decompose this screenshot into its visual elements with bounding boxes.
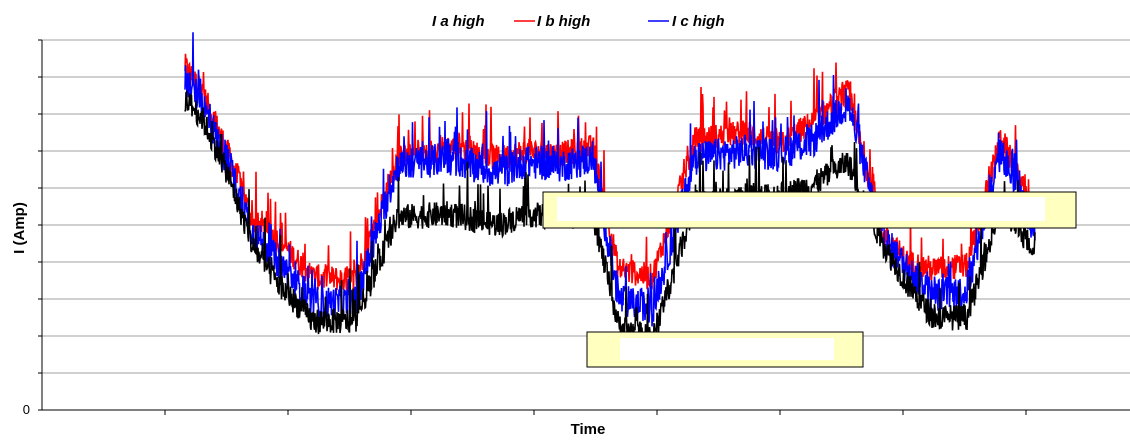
annotation-box-upper-inner (557, 197, 1045, 221)
legend-label-ic: I c high (672, 13, 725, 30)
legend-label-ib: I b high (537, 13, 590, 30)
series-line-ic (184, 32, 1036, 327)
series-lines (184, 32, 1036, 348)
legend-background (392, 8, 798, 36)
y-tick-label-0: 0 (23, 402, 30, 417)
y-axis-label: I (Amp) (11, 202, 28, 254)
axes (38, 39, 1130, 415)
x-axis-label: Time (571, 421, 606, 438)
series-line-ib (184, 53, 1036, 294)
legend-label-ia: I a high (432, 13, 485, 30)
series-line-ia (184, 89, 1036, 348)
annotation-box-lower-inner (620, 338, 834, 360)
legend: I a high I b high I c high (392, 8, 798, 36)
